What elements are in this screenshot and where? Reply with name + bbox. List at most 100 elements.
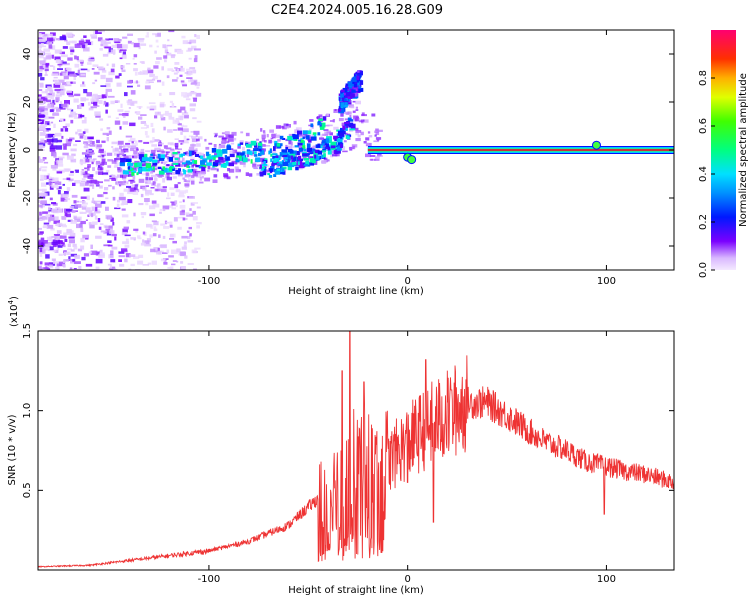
spectrogram-noise-cell (175, 189, 181, 193)
spectrogram-halo-cell (204, 138, 207, 142)
spectrogram-noise-cell (43, 161, 49, 164)
spectrogram-noise-cell (98, 100, 103, 104)
spectrogram-halo-cell (138, 140, 143, 143)
spectrogram-noise-cell (68, 259, 76, 261)
spectrogram-signal-cell (305, 135, 310, 140)
spectrogram-noise-cell (165, 52, 172, 56)
spectrogram-signal-cell (357, 81, 360, 86)
spectrogram-noise-cell (180, 131, 183, 135)
spectrogram-noise-cell (180, 80, 185, 83)
spectrogram-noise-cell (114, 41, 121, 44)
spectrogram-noise-cell (195, 133, 198, 138)
spectrogram-signal-cell (313, 151, 319, 156)
spectrogram-noise-cell (79, 114, 85, 118)
spectrogram-noise-cell (68, 236, 75, 239)
spectrogram-signal-cell (310, 123, 314, 128)
spectrogram-halo-cell (263, 132, 266, 136)
spectrogram-noise-cell (97, 194, 103, 197)
spectrogram-halo-cell (174, 184, 179, 189)
spectrogram-signal-cell (298, 139, 301, 142)
spectrogram-halo-cell (134, 160, 140, 163)
spectrogram-noise-cell (71, 194, 78, 198)
spectrogram-halo-cell (371, 158, 376, 161)
spectrogram-signal-cell (342, 125, 346, 130)
spectrogram-halo-cell (377, 129, 383, 132)
spectrogram-noise-cell (55, 158, 59, 161)
spectrogram-halo-cell (229, 150, 235, 153)
spectrogram-noise-cell (73, 116, 80, 119)
spectrogram-signal-cell (340, 89, 345, 93)
spectrogram-noise-cell (179, 201, 182, 203)
spectrogram-noise-cell (116, 181, 123, 186)
spectrogram-noise-cell (189, 108, 196, 112)
spectrogram-noise-cell (48, 178, 53, 183)
spectrogram-halo-cell (150, 149, 156, 153)
spectrogram-noise-cell (140, 242, 146, 246)
spectrogram-signal-cell (259, 171, 264, 177)
spectrogram-signal-cell (341, 107, 345, 113)
spectrogram-halo-cell (270, 137, 274, 140)
snr-xlabel: Height of straight line (km) (288, 585, 424, 596)
spectrogram-halo-cell (253, 167, 259, 170)
spectrogram-noise-cell (157, 79, 162, 83)
spectrogram-noise-cell (38, 101, 44, 106)
spectrogram-noise-cell (59, 51, 65, 55)
spectrogram-noise-cell (193, 58, 198, 63)
spectrogram-signal-cell (213, 157, 216, 161)
spectrogram-noise-cell (75, 113, 78, 115)
spectrogram-noise-cell (82, 234, 89, 239)
spectrogram-halo-cell (239, 161, 246, 165)
spectrogram-signal-cell (269, 168, 274, 172)
spectrogram-noise-cell (99, 154, 104, 159)
spectrogram-noise-cell (188, 57, 192, 60)
spectrogram-noise-cell (126, 100, 133, 104)
spectrogram-signal-cell (163, 167, 168, 173)
spectrogram-noise-cell (51, 202, 57, 205)
spectrogram-noise-cell (168, 205, 173, 208)
spectrogram-noise-cell (196, 86, 200, 89)
spectrogram-noise-cell (67, 248, 72, 251)
spectrogram-halo-cell (224, 140, 230, 144)
spectrogram-halo-cell (131, 180, 136, 183)
spectrogram-signal-cell (263, 167, 267, 171)
spectrogram-signal-cell (212, 161, 219, 167)
spectrogram-noise-cell (122, 121, 129, 125)
spectrogram-noise-cell (47, 133, 55, 138)
spectrogram-signal-cell (317, 150, 323, 155)
spectrogram-noise-cell (105, 169, 110, 173)
spectrogram-halo-cell (332, 119, 335, 123)
spectrogram-noise-cell (121, 69, 126, 72)
spectrogram-noise-cell (185, 189, 189, 193)
spectrogram-signal-cell (345, 83, 349, 87)
spectrogram-noise-cell (80, 68, 88, 71)
spectrogram-noise-cell (166, 249, 170, 254)
spectrogram-halo-cell (362, 119, 369, 123)
spectrogram-noise-cell (189, 39, 197, 44)
spectrogram-halo-cell (156, 184, 160, 189)
spectrogram-noise-cell (43, 267, 49, 270)
spectrogram-signal-cell (200, 155, 204, 160)
spectrogram-halo-cell (216, 168, 219, 172)
spectrogram-halo-cell (375, 137, 382, 140)
spectrogram-halo-cell (267, 164, 270, 167)
spectrogram-noise-cell (39, 179, 44, 181)
spectrogram-noise-cell (111, 246, 118, 250)
spectrogram-noise-cell (158, 234, 161, 238)
spectrogram-signal-cell (127, 163, 134, 166)
spectrogram-halo-cell (298, 146, 303, 148)
spectrogram-noise-cell (191, 249, 197, 254)
spectrogram-noise-cell (127, 190, 133, 195)
spectrogram-noise-cell (150, 105, 157, 110)
spectrogram-noise-cell (85, 263, 93, 267)
spectrogram-halo-cell (123, 144, 129, 148)
spectrogram-halo-cell (97, 155, 102, 158)
spectrogram-noise-cell (133, 63, 137, 65)
spectrogram-noise-cell (170, 192, 175, 196)
spectrogram-noise-cell (67, 108, 72, 111)
spectrogram-signal-cell (345, 101, 352, 105)
spectrogram-noise-cell (138, 178, 145, 183)
spectrogram-halo-cell (224, 131, 231, 134)
spectrogram-halo-cell (330, 155, 334, 158)
spectrogram-noise-cell (51, 142, 54, 147)
